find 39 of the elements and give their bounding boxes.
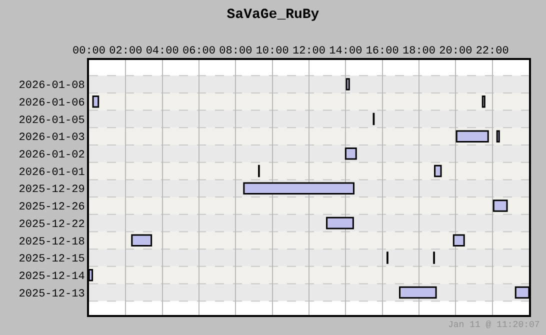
y-tick-label: 2026-01-03 bbox=[18, 132, 85, 144]
x-tick-label: 04:00 bbox=[146, 46, 179, 58]
chart-title: SaVaGe_RuBy bbox=[226, 7, 320, 24]
bar bbox=[492, 200, 508, 212]
bar bbox=[326, 216, 354, 230]
x-tick-label: 10:00 bbox=[256, 46, 289, 58]
bar bbox=[399, 286, 437, 299]
y-tick-label: 2026-01-06 bbox=[18, 97, 85, 110]
x-tick-label: 06:00 bbox=[182, 46, 216, 58]
bar bbox=[131, 234, 152, 247]
y-tick-label: 2025-12-14 bbox=[18, 270, 86, 283]
y-tick-label: 2025-12-13 bbox=[18, 288, 85, 300]
y-tick-label: 2026-01-02 bbox=[18, 150, 85, 162]
bar bbox=[344, 148, 357, 160]
y-tick-label: 2025-12-26 bbox=[18, 202, 85, 214]
x-tick-label: 02:00 bbox=[109, 46, 142, 58]
x-tick-label: 18:00 bbox=[402, 46, 436, 58]
y-tick-label: 2026-01-05 bbox=[18, 114, 85, 127]
y-tick-label: 2025-12-22 bbox=[18, 218, 85, 231]
y-tick-label: 2026-01-08 bbox=[18, 80, 85, 92]
bar bbox=[456, 130, 489, 142]
bar bbox=[452, 234, 465, 247]
bar bbox=[346, 78, 350, 90]
x-tick-label: 00:00 bbox=[72, 46, 106, 58]
bar bbox=[434, 164, 442, 178]
bar bbox=[482, 96, 486, 108]
x-tick-label: 16:00 bbox=[366, 46, 399, 58]
x-tick-label: 12:00 bbox=[292, 46, 326, 58]
bar bbox=[496, 130, 500, 142]
x-tick-label: 20:00 bbox=[439, 46, 472, 58]
bar bbox=[92, 96, 100, 108]
y-tick-label: 2025-12-15 bbox=[18, 254, 85, 266]
x-tick-label: 14:00 bbox=[329, 46, 362, 58]
bar bbox=[243, 182, 354, 194]
y-tick-label: 2025-12-18 bbox=[18, 236, 85, 248]
y-tick-label: 2025-12-29 bbox=[18, 184, 85, 196]
x-tick-label: 08:00 bbox=[219, 46, 252, 58]
x-tick-label: 22:00 bbox=[476, 46, 509, 58]
y-tick-label: 2026-01-01 bbox=[18, 166, 86, 179]
